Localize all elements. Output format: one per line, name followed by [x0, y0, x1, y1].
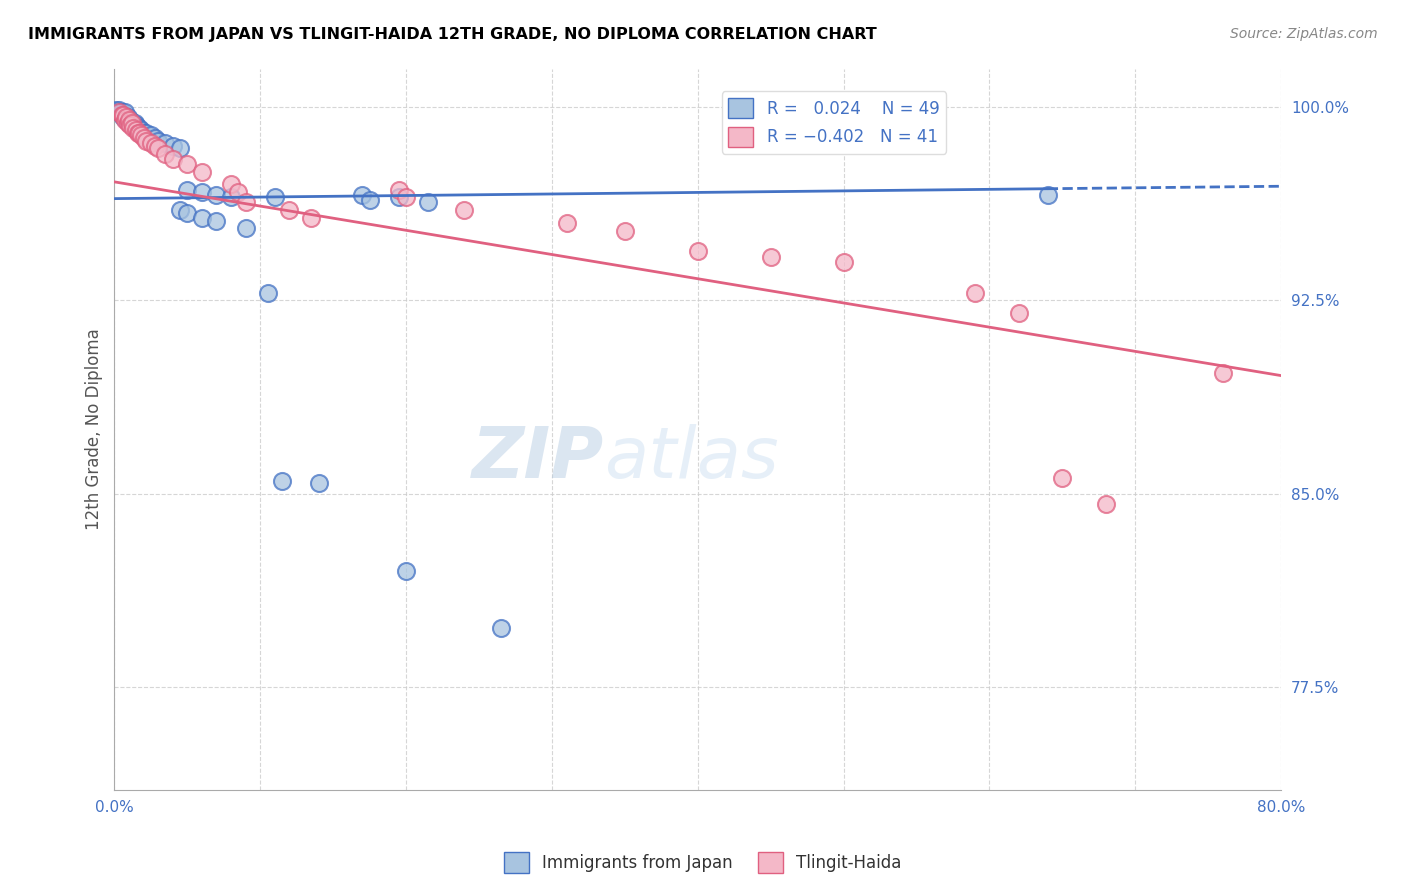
- Point: [176, 206, 198, 220]
- Point: [118, 113, 141, 128]
- Point: [132, 126, 155, 140]
- Point: [110, 105, 132, 120]
- Point: [489, 621, 512, 635]
- Point: [686, 244, 709, 259]
- Point: [135, 134, 157, 148]
- Point: [388, 183, 411, 197]
- Point: [832, 254, 855, 268]
- Point: [1095, 497, 1118, 511]
- Point: [127, 120, 149, 135]
- Point: [112, 108, 135, 122]
- Point: [117, 115, 139, 129]
- Point: [176, 183, 198, 197]
- Point: [256, 285, 278, 300]
- Point: [205, 187, 228, 202]
- Point: [128, 120, 150, 135]
- Text: Source: ZipAtlas.com: Source: ZipAtlas.com: [1230, 27, 1378, 41]
- Point: [118, 115, 141, 129]
- Point: [219, 178, 242, 192]
- Point: [125, 118, 148, 132]
- Point: [1052, 471, 1074, 485]
- Point: [453, 203, 475, 218]
- Point: [1036, 187, 1059, 202]
- Point: [191, 211, 214, 225]
- Point: [107, 103, 129, 117]
- Point: [155, 136, 177, 151]
- Point: [963, 285, 986, 300]
- Point: [111, 108, 134, 122]
- Point: [125, 123, 148, 137]
- Point: [169, 203, 191, 218]
- Point: [146, 134, 169, 148]
- Point: [135, 126, 157, 140]
- Text: ZIP: ZIP: [472, 424, 605, 492]
- Point: [191, 185, 214, 199]
- Point: [104, 103, 127, 117]
- Point: [146, 141, 169, 155]
- Point: [162, 138, 184, 153]
- Point: [111, 105, 134, 120]
- Point: [416, 195, 439, 210]
- Point: [235, 195, 257, 210]
- Text: IMMIGRANTS FROM JAPAN VS TLINGIT-HAIDA 12TH GRADE, NO DIPLOMA CORRELATION CHART: IMMIGRANTS FROM JAPAN VS TLINGIT-HAIDA 1…: [28, 27, 877, 42]
- Point: [235, 221, 257, 235]
- Point: [395, 190, 418, 204]
- Point: [112, 111, 135, 125]
- Point: [555, 216, 578, 230]
- Point: [129, 128, 152, 143]
- Point: [155, 146, 177, 161]
- Point: [1212, 366, 1234, 380]
- Point: [219, 190, 242, 204]
- Point: [143, 138, 166, 153]
- Point: [139, 136, 162, 151]
- Point: [205, 213, 228, 227]
- Point: [169, 141, 191, 155]
- Point: [1007, 306, 1029, 320]
- Point: [112, 108, 135, 122]
- Point: [121, 115, 143, 129]
- Point: [271, 474, 294, 488]
- Point: [107, 105, 129, 120]
- Point: [613, 224, 636, 238]
- Point: [139, 128, 162, 143]
- Point: [115, 113, 138, 128]
- Point: [388, 190, 411, 204]
- Point: [122, 120, 145, 135]
- Point: [359, 193, 381, 207]
- Point: [176, 157, 198, 171]
- Point: [111, 108, 134, 122]
- Point: [127, 126, 149, 140]
- Point: [132, 131, 155, 145]
- Point: [118, 113, 141, 128]
- Point: [263, 190, 285, 204]
- Point: [143, 131, 166, 145]
- Point: [228, 185, 250, 199]
- Point: [114, 111, 136, 125]
- Point: [114, 113, 136, 128]
- Point: [128, 126, 150, 140]
- Point: [129, 123, 152, 137]
- Text: atlas: atlas: [605, 424, 779, 492]
- Point: [120, 118, 142, 132]
- Point: [759, 250, 782, 264]
- Legend: R =   0.024    N = 49, R = −0.402   N = 41: R = 0.024 N = 49, R = −0.402 N = 41: [721, 91, 946, 153]
- Point: [395, 564, 418, 578]
- Point: [117, 111, 139, 125]
- Point: [122, 118, 145, 132]
- Point: [115, 111, 138, 125]
- Point: [299, 211, 322, 225]
- Point: [120, 113, 142, 128]
- Point: [121, 115, 143, 129]
- Point: [278, 203, 301, 218]
- Point: [124, 115, 146, 129]
- Point: [191, 164, 214, 178]
- Y-axis label: 12th Grade, No Diploma: 12th Grade, No Diploma: [86, 328, 103, 530]
- Point: [308, 476, 330, 491]
- Point: [352, 187, 374, 202]
- Legend: Immigrants from Japan, Tlingit-Haida: Immigrants from Japan, Tlingit-Haida: [498, 846, 908, 880]
- Point: [114, 105, 136, 120]
- Point: [162, 152, 184, 166]
